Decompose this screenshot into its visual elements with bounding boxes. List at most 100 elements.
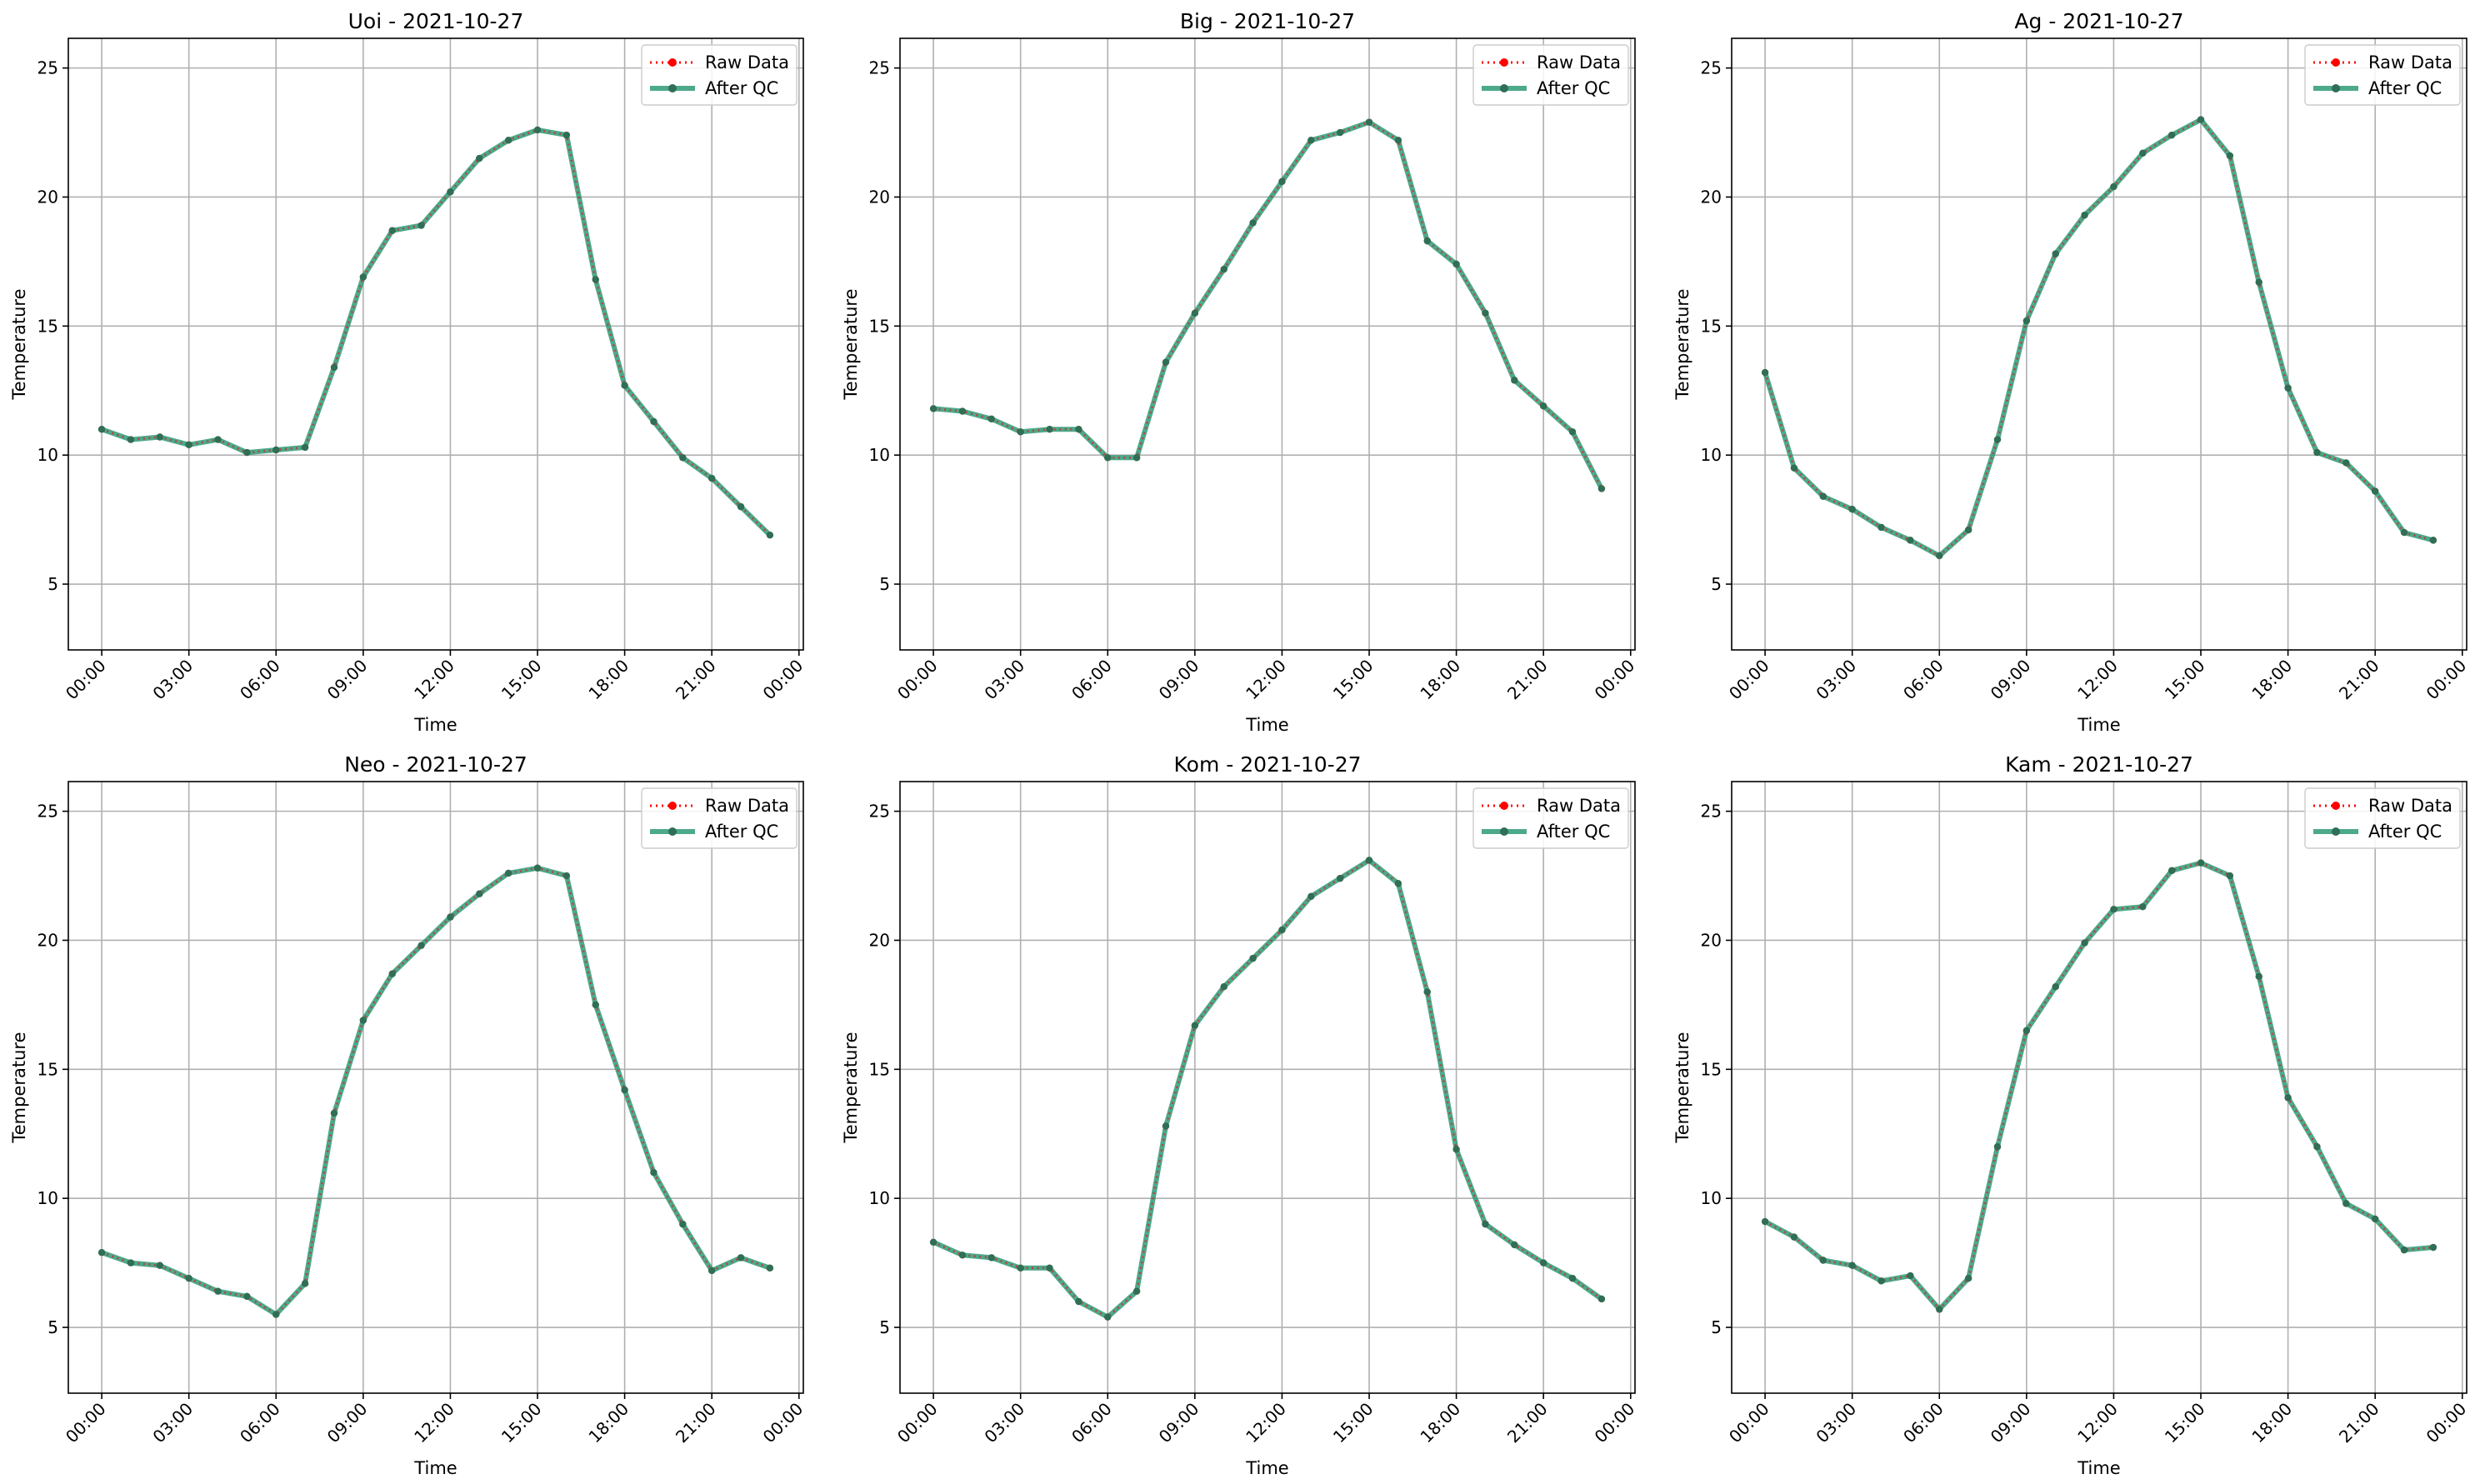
x-tick-label: 00:00 bbox=[1591, 1399, 1639, 1447]
data-point-after-qc bbox=[1191, 309, 1199, 317]
data-point-after-qc bbox=[1819, 1257, 1828, 1264]
data-point-after-qc bbox=[1819, 492, 1828, 500]
y-axis-label: Temperature bbox=[9, 288, 29, 400]
legend-marker-raw-data bbox=[668, 58, 677, 67]
legend-label-raw-data: Raw Data bbox=[1537, 52, 1621, 72]
y-tick-label: 15 bbox=[1701, 1059, 1722, 1079]
data-point-after-qc bbox=[1761, 368, 1769, 377]
chart-panel: 00:00 03:00 06:00 09:00 12:00 15:00 18:00 21:00… bbox=[1672, 752, 2470, 1478]
data-point-after-qc bbox=[1132, 1287, 1141, 1295]
x-tick-label: 21:00 bbox=[672, 1399, 720, 1447]
y-tick-label: 5 bbox=[48, 1317, 58, 1337]
y-tick-label: 10 bbox=[869, 1188, 890, 1208]
x-tick-label: 15:00 bbox=[498, 656, 546, 704]
data-point-after-qc bbox=[388, 227, 396, 234]
data-point-after-qc bbox=[1761, 1217, 1769, 1226]
x-tick-label: 15:00 bbox=[2161, 1399, 2209, 1447]
y-tick-label: 10 bbox=[1701, 445, 1722, 465]
data-point-after-qc bbox=[1278, 926, 1286, 934]
x-tick-label: 00:00 bbox=[759, 1399, 808, 1447]
data-point-after-qc bbox=[1365, 857, 1373, 864]
data-point-after-qc bbox=[1993, 436, 2002, 443]
x-tick-label: 18:00 bbox=[1416, 1399, 1464, 1447]
data-point-after-qc bbox=[2371, 1215, 2379, 1223]
data-point-after-qc bbox=[1568, 428, 1577, 436]
y-tick-label: 25 bbox=[1701, 58, 1722, 78]
y-tick-label: 15 bbox=[38, 1059, 58, 1079]
legend: Raw Data After QC bbox=[641, 44, 798, 106]
x-tick-label: 03:00 bbox=[1812, 656, 1860, 704]
y-tick-label: 20 bbox=[869, 930, 890, 950]
data-point-after-qc bbox=[988, 1254, 996, 1262]
legend-label-raw-data: Raw Data bbox=[2368, 796, 2452, 816]
data-point-after-qc bbox=[127, 1259, 135, 1267]
x-tick-label: 06:00 bbox=[236, 1399, 284, 1447]
legend: Raw Data After QC bbox=[2304, 787, 2461, 849]
legend: Raw Data After QC bbox=[1472, 787, 1629, 849]
data-point-after-qc bbox=[1848, 506, 1856, 513]
x-tick-label: 06:00 bbox=[1899, 1399, 1948, 1447]
data-point-after-qc bbox=[533, 864, 542, 872]
data-point-after-qc bbox=[1598, 1295, 1606, 1303]
legend-label-raw-data: Raw Data bbox=[705, 796, 789, 816]
data-point-after-qc bbox=[447, 188, 454, 196]
data-point-after-qc bbox=[1308, 892, 1315, 901]
data-point-after-qc bbox=[1598, 485, 1606, 492]
legend: Raw Data After QC bbox=[641, 787, 798, 849]
data-point-after-qc bbox=[2197, 116, 2205, 123]
data-point-after-qc bbox=[1075, 1297, 1082, 1306]
series-line-raw-data bbox=[101, 128, 771, 537]
data-point-after-qc bbox=[2022, 1027, 2031, 1035]
data-point-after-qc bbox=[1104, 1313, 1112, 1321]
data-point-after-qc bbox=[447, 913, 454, 921]
data-point-after-qc bbox=[2255, 278, 2262, 286]
axes-frame bbox=[1731, 37, 2468, 651]
y-tick-label: 10 bbox=[38, 1188, 58, 1208]
data-point-after-qc bbox=[1539, 1259, 1548, 1267]
chart-title: Neo - 2021-10-27 bbox=[344, 752, 528, 777]
y-tick-label: 5 bbox=[48, 574, 58, 594]
data-point-after-qc bbox=[1848, 1262, 1856, 1269]
data-point-after-qc bbox=[504, 137, 512, 144]
data-point-after-qc bbox=[621, 382, 628, 389]
data-point-after-qc bbox=[156, 433, 164, 441]
grid bbox=[1732, 38, 2467, 650]
data-point-after-qc bbox=[679, 1220, 687, 1228]
data-point-after-qc bbox=[2110, 906, 2118, 913]
y-axis-label: Temperature bbox=[1672, 288, 1692, 400]
legend-label-after-qc: After QC bbox=[1537, 822, 1610, 842]
x-tick-label: 21:00 bbox=[1503, 1399, 1552, 1447]
x-axis-label: Time bbox=[2077, 1458, 2120, 1478]
data-point-after-qc bbox=[533, 126, 542, 134]
data-point-after-qc bbox=[156, 1262, 164, 1269]
x-tick-label: 00:00 bbox=[2422, 1399, 2471, 1447]
x-tick-label: 15:00 bbox=[2161, 656, 2209, 704]
legend-marker-raw-data bbox=[668, 802, 677, 810]
data-point-after-qc bbox=[1539, 402, 1548, 410]
legend-marker-raw-data bbox=[2332, 58, 2340, 67]
data-point-after-qc bbox=[1423, 988, 1431, 996]
data-point-after-qc bbox=[2255, 972, 2262, 981]
data-point-after-qc bbox=[1482, 309, 1489, 317]
legend-marker-after-qc bbox=[1500, 84, 1508, 92]
data-point-after-qc bbox=[98, 1249, 106, 1257]
data-point-after-qc bbox=[127, 436, 135, 443]
x-tick-label: 09:00 bbox=[1155, 1399, 1203, 1447]
data-point-after-qc bbox=[2429, 537, 2438, 544]
data-point-after-qc bbox=[98, 426, 106, 433]
chart-panel: 00:00 03:00 06:00 09:00 12:00 15:00 18:00 21:00… bbox=[9, 752, 807, 1478]
data-point-after-qc bbox=[1075, 426, 1082, 433]
x-tick-label: 03:00 bbox=[148, 1399, 197, 1447]
legend-marker-after-qc bbox=[2332, 827, 2340, 836]
data-point-after-qc bbox=[1993, 1143, 2002, 1151]
data-point-after-qc bbox=[679, 454, 687, 462]
axes-frame bbox=[899, 781, 1636, 1394]
data-point-after-qc bbox=[388, 970, 396, 977]
data-point-after-qc bbox=[2400, 528, 2408, 537]
data-point-after-qc bbox=[737, 502, 745, 511]
grid bbox=[68, 782, 803, 1393]
series-line-after-qc bbox=[1762, 860, 2436, 1312]
data-point-after-qc bbox=[1936, 1306, 1943, 1313]
data-point-after-qc bbox=[359, 1017, 368, 1024]
y-axis-label: Temperature bbox=[9, 1032, 29, 1143]
